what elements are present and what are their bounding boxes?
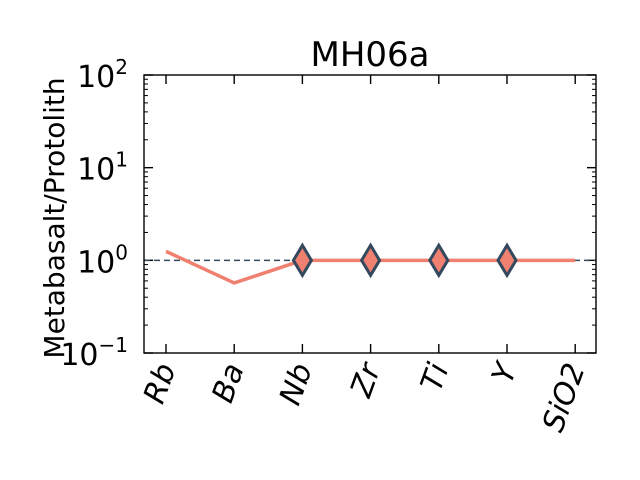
chart-title: MH06a: [311, 35, 430, 75]
diamond-marker: [359, 242, 382, 279]
plot-frame: [143, 74, 597, 354]
x-tick-label: SiO2: [536, 359, 593, 437]
x-tick-label: Ba: [206, 359, 252, 408]
y-axis-label: Metabasalt/Protolith: [38, 77, 71, 358]
y-tick-labels: 10−1 100 101 102: [60, 55, 128, 373]
diamond-marker: [291, 242, 314, 279]
x-tick-label: Y: [485, 356, 525, 388]
x-tick-label: Rb: [137, 359, 184, 408]
y-tick-label: 102: [77, 55, 128, 95]
diamond-marker: [496, 242, 518, 279]
x-tick-label: Zr: [344, 357, 389, 402]
y-tick-label: 100: [77, 240, 128, 280]
x-tick-label: Ti: [414, 358, 456, 396]
series-group: [165, 242, 576, 285]
x-tick-labels: Rb Ba Nb Zr Ti Y SiO2: [137, 356, 593, 436]
y-tick-label: 101: [77, 148, 128, 188]
x-tick-label: Nb: [273, 359, 320, 410]
diamond-marker: [428, 242, 450, 279]
y-tick-label: 10−1: [60, 333, 128, 373]
axis-ticks: [144, 74, 596, 354]
